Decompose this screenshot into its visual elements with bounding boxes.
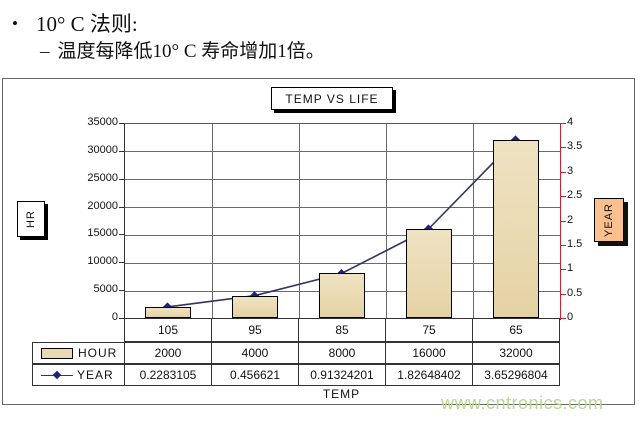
category-cell: 75	[385, 318, 473, 342]
heading-line: • 10° C 法则:	[12, 8, 138, 38]
year-cell: 0.2283105	[124, 364, 212, 386]
right-axis-tick	[561, 147, 566, 149]
h-gridline	[125, 151, 560, 153]
category-cell: 65	[472, 318, 560, 342]
legend-cell: HOUR	[32, 342, 125, 364]
hour-bar	[405, 229, 452, 318]
right-axis-tick-label: 4	[567, 116, 574, 128]
v-gridline	[298, 124, 300, 319]
v-gridline	[472, 124, 474, 319]
right-axis-tick-label: 1	[567, 262, 574, 275]
right-axis-tick	[561, 123, 566, 124]
hour-bar	[231, 296, 278, 318]
hour-bar	[144, 307, 191, 318]
left-axis-tick	[119, 123, 124, 124]
chart-title-box: TEMP VS LIFE	[271, 87, 393, 110]
v-gridline	[211, 124, 213, 319]
right-axis-tick-label: 2.5	[567, 189, 583, 202]
h-gridline	[125, 262, 560, 264]
hour-cell: 16000	[385, 342, 473, 364]
right-axis-tick	[561, 196, 566, 198]
category-cell: 95	[211, 318, 299, 342]
right-axis-tick-label: 2	[567, 213, 574, 226]
hour-cell: 32000	[472, 342, 560, 364]
left-axis-tick	[119, 150, 124, 152]
right-axis-tick	[561, 269, 566, 271]
watermark-text: www.cntronics.com	[441, 393, 604, 413]
right-axis-tick-label: 0	[567, 311, 574, 323]
hour-bar	[492, 140, 539, 318]
hour-cell: 8000	[298, 342, 386, 364]
left-axis-tick	[119, 290, 124, 292]
chart-title: TEMP VS LIFE	[285, 91, 379, 106]
category-cell: 85	[298, 318, 386, 342]
h-gridline	[125, 207, 560, 209]
right-axis-title: YEAR	[603, 203, 615, 237]
right-axis-tick	[561, 171, 566, 173]
left-axis-tick	[119, 234, 124, 236]
left-axis-tick-label: 30000	[87, 143, 118, 156]
left-axis-tick-label: 10000	[87, 255, 118, 268]
right-axis-title-box: YEAR	[594, 198, 624, 242]
heading-text: 10° C 法则:	[36, 12, 138, 36]
right-axis-tick	[561, 318, 566, 319]
h-gridline	[125, 179, 560, 181]
right-axis-tick-label: 1.5	[567, 237, 583, 250]
hour-cell: 2000	[124, 342, 212, 364]
right-axis-tick	[561, 220, 566, 222]
year-cell: 0.91324201	[298, 364, 386, 386]
left-axis-title: HR	[24, 210, 37, 228]
legend-label: HOUR	[78, 346, 118, 360]
left-axis-tick	[119, 206, 124, 208]
left-axis-tick-label: 15000	[87, 227, 118, 240]
left-axis-title-box: HR	[17, 201, 45, 237]
left-axis-tick-label: 25000	[87, 171, 118, 184]
year-cell: 0.456621	[211, 364, 299, 386]
left-axis-tick-label: 5000	[93, 283, 118, 296]
legend-cell: YEAR	[32, 364, 125, 386]
dash-icon: –	[40, 41, 50, 62]
hour-cell: 4000	[211, 342, 299, 364]
v-gridline	[385, 124, 387, 319]
left-axis-tick	[119, 178, 124, 180]
category-cell: 105	[124, 318, 212, 342]
right-axis-tick-label: 3	[567, 164, 574, 177]
h-gridline	[125, 234, 560, 236]
subheading-line: – 温度每降低10° C 寿命增加1倍。	[40, 36, 325, 63]
chart-frame: TEMP VS LIFE 35000 30000 25000 20000 15000 10…	[2, 78, 635, 413]
year-cell: 1.82648402	[385, 364, 473, 386]
right-axis-tick-label: 0.5	[567, 286, 583, 299]
hour-bar	[318, 273, 365, 318]
left-axis-tick	[119, 318, 124, 319]
year-cell: 3.65296804	[472, 364, 560, 386]
left-axis-tick-label: 35000	[87, 116, 118, 128]
bullet-icon: •	[12, 14, 18, 33]
legend-label: YEAR	[77, 368, 114, 382]
left-axis-tick-label: 20000	[87, 199, 118, 212]
hour-legend-swatch	[41, 347, 73, 359]
right-axis-tick-label: 3.5	[567, 140, 583, 153]
x-axis-title: TEMP	[322, 387, 361, 401]
left-axis-tick-label: 0	[111, 311, 118, 323]
year-legend-swatch	[41, 370, 73, 380]
right-axis-tick	[561, 244, 566, 246]
right-axis-tick	[561, 293, 566, 295]
subheading-text: 温度每降低10° C 寿命增加1倍。	[57, 41, 325, 62]
left-axis-tick	[119, 262, 124, 264]
